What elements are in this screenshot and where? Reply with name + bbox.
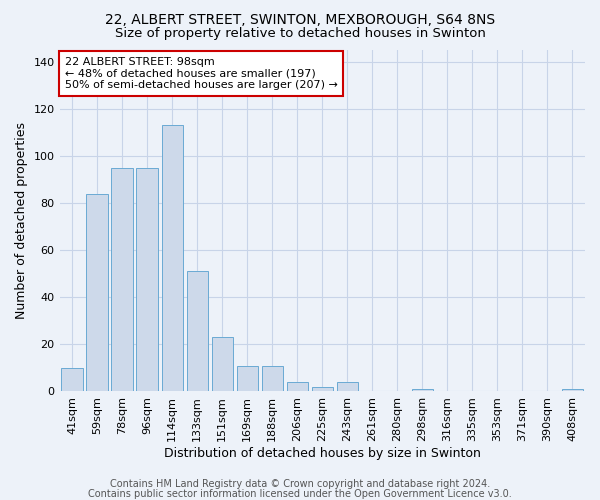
- Text: Contains public sector information licensed under the Open Government Licence v3: Contains public sector information licen…: [88, 489, 512, 499]
- Bar: [161, 126, 183, 392]
- Y-axis label: Number of detached properties: Number of detached properties: [15, 122, 28, 319]
- Bar: [136, 168, 158, 392]
- Bar: [212, 338, 233, 392]
- Bar: [112, 168, 133, 392]
- Text: Contains HM Land Registry data © Crown copyright and database right 2024.: Contains HM Land Registry data © Crown c…: [110, 479, 490, 489]
- Bar: [562, 389, 583, 392]
- Text: Size of property relative to detached houses in Swinton: Size of property relative to detached ho…: [115, 28, 485, 40]
- Text: 22 ALBERT STREET: 98sqm
← 48% of detached houses are smaller (197)
50% of semi-d: 22 ALBERT STREET: 98sqm ← 48% of detache…: [65, 57, 338, 90]
- Bar: [262, 366, 283, 392]
- Bar: [337, 382, 358, 392]
- Bar: [287, 382, 308, 392]
- Bar: [86, 194, 108, 392]
- Bar: [311, 386, 333, 392]
- Bar: [61, 368, 83, 392]
- Bar: [236, 366, 258, 392]
- Bar: [412, 389, 433, 392]
- Text: 22, ALBERT STREET, SWINTON, MEXBOROUGH, S64 8NS: 22, ALBERT STREET, SWINTON, MEXBOROUGH, …: [105, 12, 495, 26]
- X-axis label: Distribution of detached houses by size in Swinton: Distribution of detached houses by size …: [164, 447, 481, 460]
- Bar: [187, 272, 208, 392]
